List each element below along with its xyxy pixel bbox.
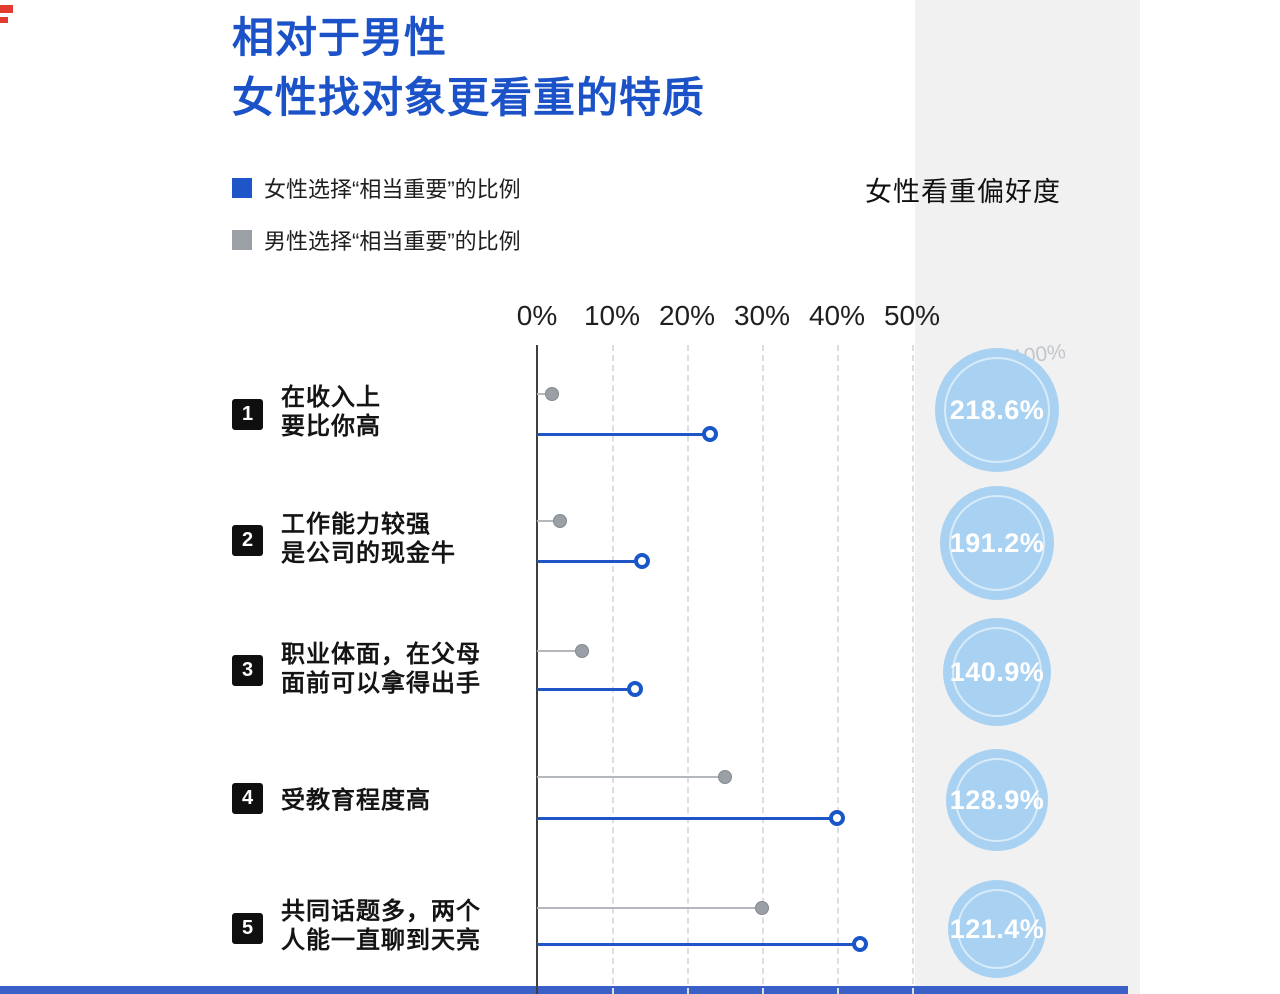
preference-circle: 218.6% <box>935 348 1059 472</box>
legend-item-female: 女性选择“相当重要”的比例 <box>232 172 521 204</box>
female-legend-swatch-icon <box>232 178 252 198</box>
red-accent-mark <box>0 17 8 23</box>
page-title: 相对于男性 女性找对象更看重的特质 <box>232 8 705 128</box>
row-label: 职业体面，在父母 面前可以拿得出手 <box>281 641 481 697</box>
male-dot <box>552 514 567 528</box>
female-line <box>537 943 860 946</box>
row-badge: 3 <box>232 655 263 686</box>
row-badge: 1 <box>232 399 263 430</box>
male-line <box>537 650 582 652</box>
female-dot <box>701 426 718 442</box>
female-dot <box>829 810 845 826</box>
gridline <box>762 345 764 994</box>
x-tick: 40% <box>808 300 866 331</box>
female-dot <box>851 936 868 952</box>
gridline <box>612 345 614 994</box>
y-axis-line <box>536 345 538 994</box>
red-accent-mark <box>0 5 13 13</box>
x-tick: 50% <box>883 300 941 331</box>
female-line <box>537 433 710 436</box>
gridline <box>837 345 839 994</box>
male-dot <box>755 901 769 915</box>
female-legend-label: 女性选择“相当重要”的比例 <box>264 177 521 202</box>
male-dot <box>575 644 589 658</box>
row-label: 共同话题多，两个 人能一直聊到天亮 <box>281 898 481 954</box>
preference-circle: 121.4% <box>948 880 1046 978</box>
female-line <box>537 688 635 691</box>
male-legend-label: 男性选择“相当重要”的比例 <box>264 229 521 254</box>
female-line <box>537 817 837 820</box>
x-tick: 30% <box>733 300 791 331</box>
x-tick: 10% <box>583 300 641 331</box>
male-line <box>537 907 762 909</box>
row-label: 受教育程度高 <box>281 787 431 814</box>
male-line <box>537 393 552 395</box>
male-line <box>537 776 725 778</box>
female-dot <box>634 553 650 569</box>
row-label: 工作能力较强 是公司的现金牛 <box>281 511 456 567</box>
row-label: 在收入上 要比你高 <box>281 384 381 440</box>
row-badge: 4 <box>232 783 263 814</box>
preference-circle: 140.9% <box>943 618 1051 726</box>
title-line-1: 相对于男性 <box>232 14 448 61</box>
male-dot <box>545 387 559 401</box>
x-tick: 20% <box>658 300 716 331</box>
x-tick: 0% <box>516 300 558 331</box>
male-dot <box>717 770 732 784</box>
gridline <box>687 345 689 994</box>
preference-circle: 128.9% <box>946 749 1048 851</box>
row-badge: 5 <box>232 913 263 944</box>
bottom-blue-bar <box>0 986 1128 994</box>
male-line <box>537 520 560 522</box>
gridline <box>912 345 914 994</box>
title-line-2: 女性找对象更看重的特质 <box>232 74 706 121</box>
preference-circle: 191.2% <box>940 486 1054 600</box>
male-legend-swatch-icon <box>232 230 252 250</box>
female-line <box>537 560 642 563</box>
legend-item-male: 男性选择“相当重要”的比例 <box>232 224 521 256</box>
preference-column-header: 女性看重偏好度 <box>865 177 1061 207</box>
row-badge: 2 <box>232 525 263 556</box>
female-dot <box>626 681 643 697</box>
